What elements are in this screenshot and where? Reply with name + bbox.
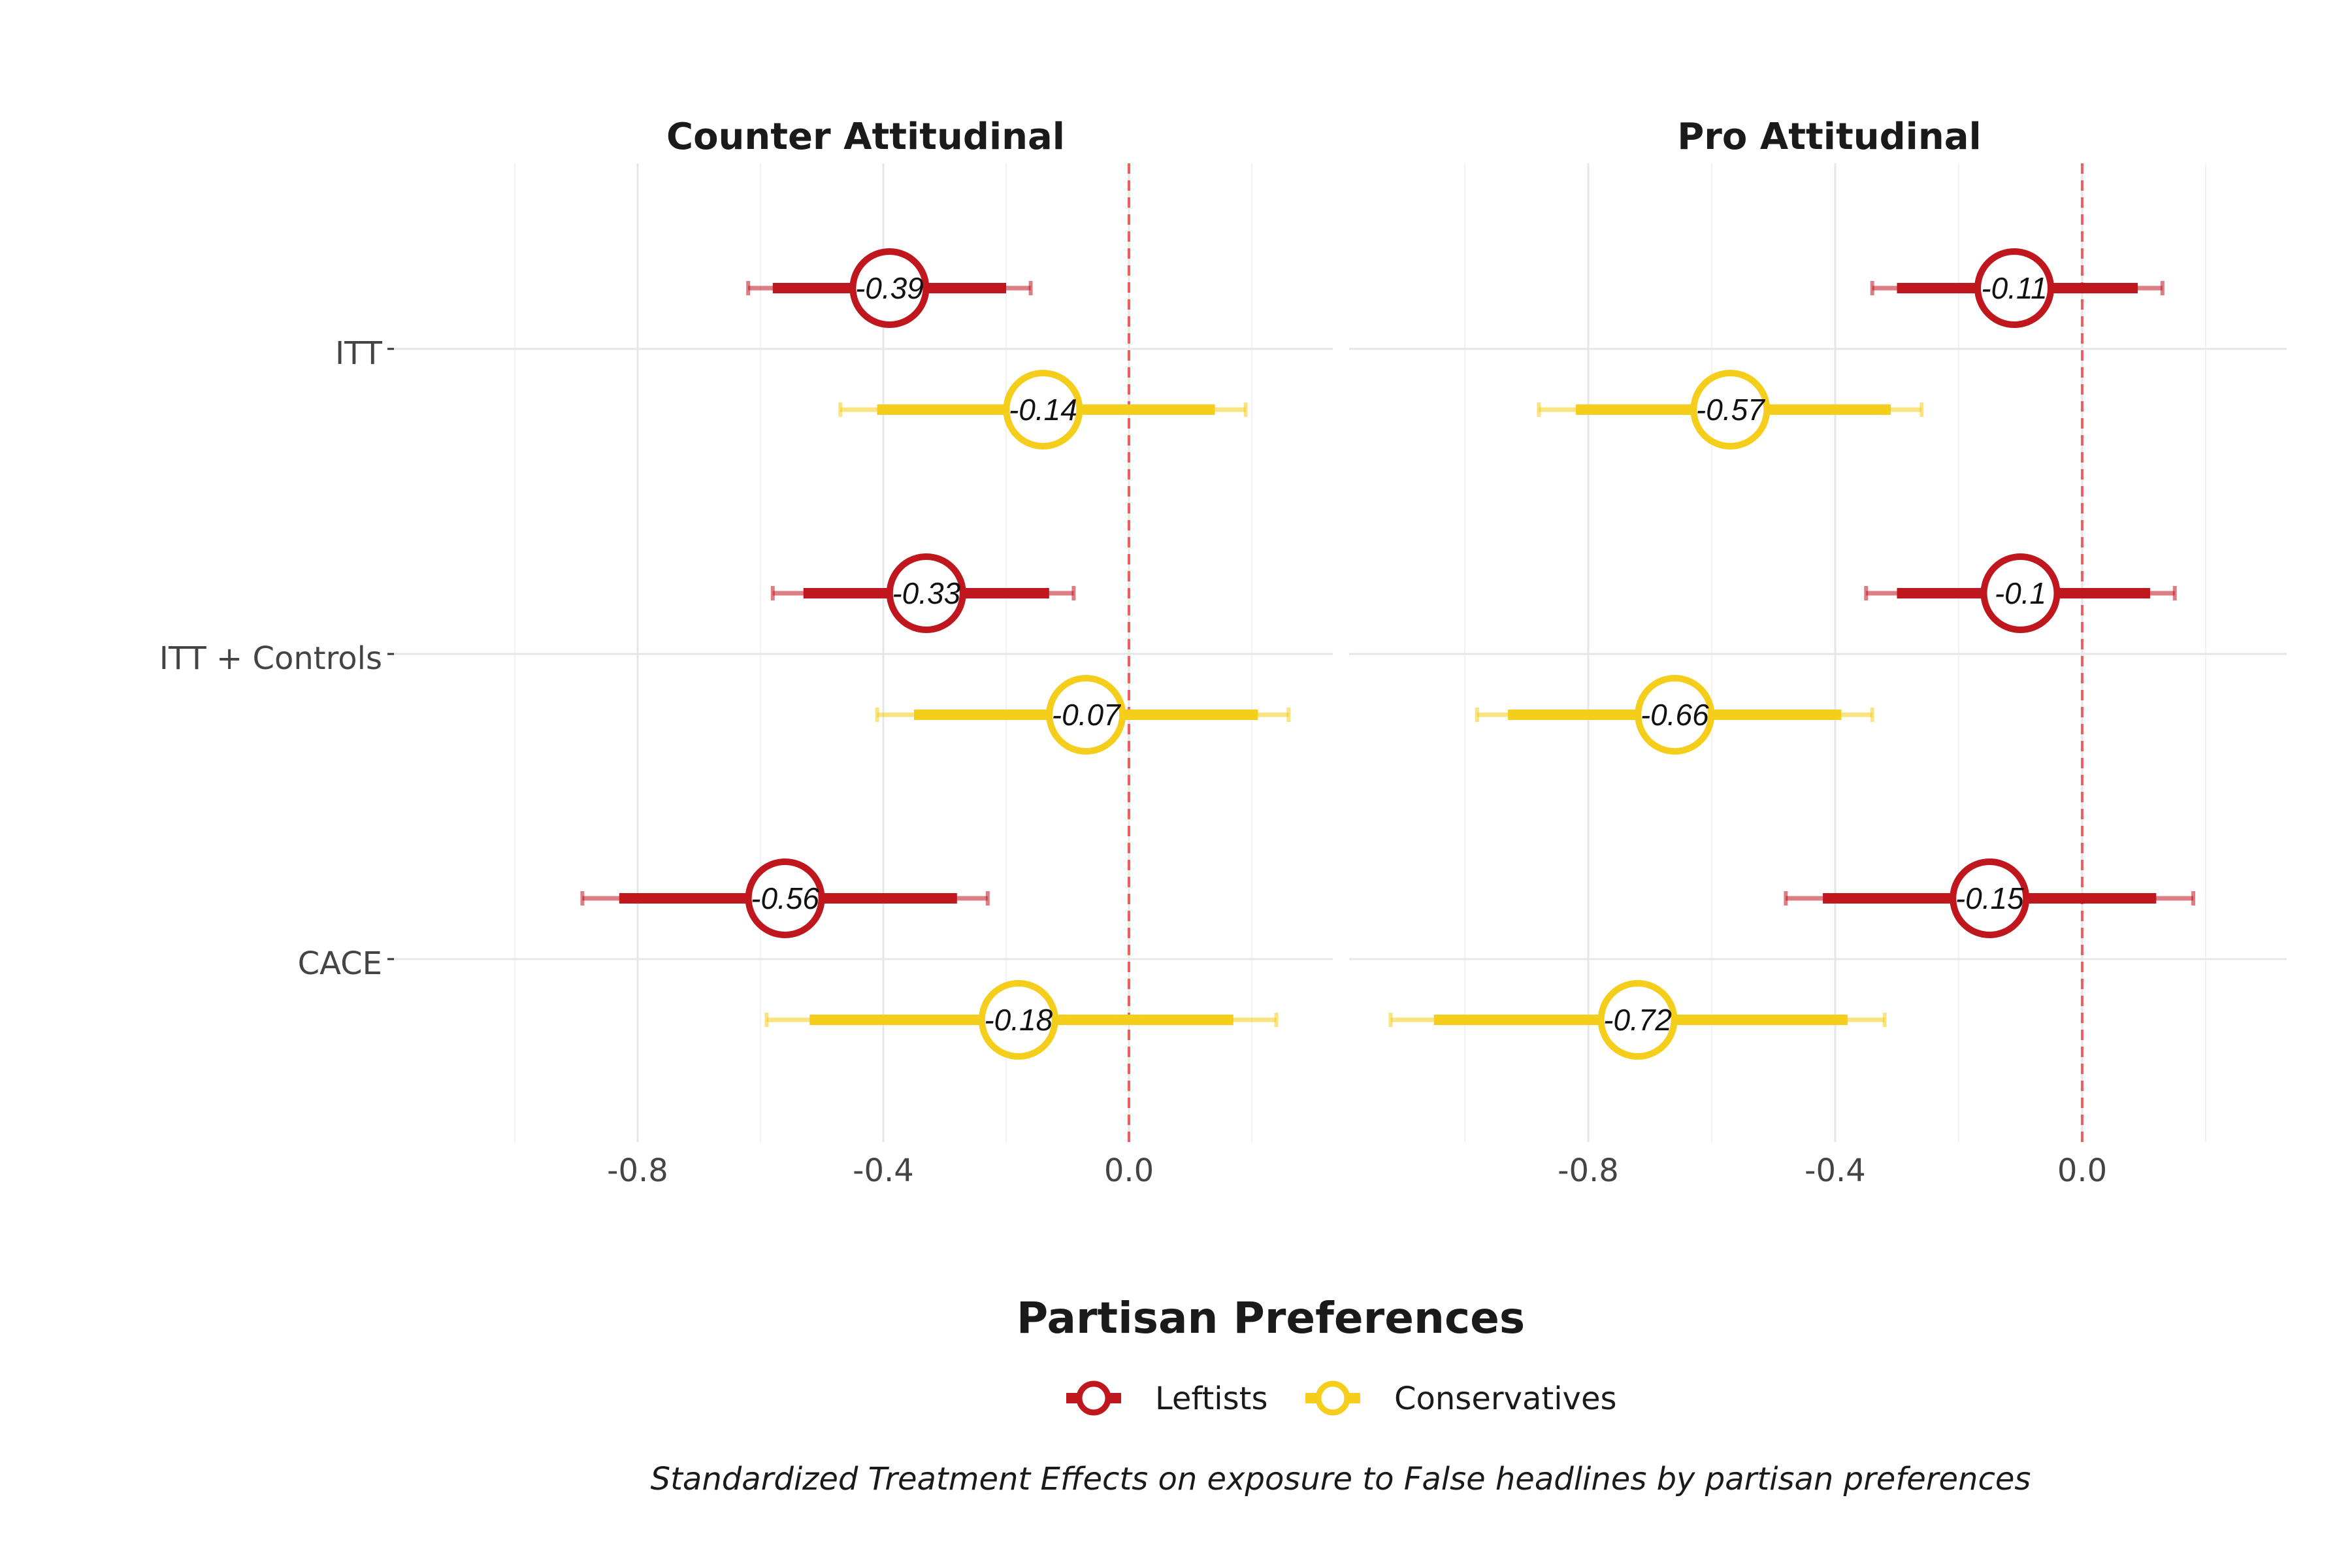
x-tick-label-pro-attitudinal: 0.0 [2057, 1152, 2107, 1189]
data-label-leftists-counter-attitudinal-cace: -0.56 [751, 881, 819, 915]
chart-caption: Standardized Treatment Effects on exposu… [651, 1461, 2031, 1497]
y-axis: ITT ITT + Controls CACE [159, 335, 394, 982]
y-tick-label-cace: CACE [298, 945, 382, 982]
point-estimate-leftists-counter-attitudinal-cace [745, 858, 825, 938]
data-label-conservatives-pro-attitudinal-itt: -0.57 [1696, 393, 1765, 427]
legend-title: Partisan Preferences [1017, 1293, 1525, 1343]
x-tick-label-counter-attitudinal: -0.8 [607, 1152, 668, 1189]
point-estimate-leftists-pro-attitudinal-itt-controls [1980, 553, 2061, 633]
data-label-conservatives-pro-attitudinal-cace: -0.72 [1603, 1003, 1672, 1037]
x-tick-label-counter-attitudinal: 0.0 [1104, 1152, 1154, 1189]
data-label-leftists-pro-attitudinal-itt-controls: -0.1 [1995, 576, 2046, 610]
legend: Leftists Conservatives [1066, 1380, 1617, 1417]
legend-label-leftists: Leftists [1155, 1380, 1267, 1417]
x-axis: -0.8 -0.4 0.0 -0.8 -0.4 0.0 [607, 1152, 2107, 1189]
data-marks: -0.39 -0.33 -0.56 -0.11 -0.1 -0.15 -0.14 -0.07 -… [580, 248, 2196, 1060]
panel-title-pro: Pro Attitudinal [1677, 116, 1981, 158]
reference-lines [1128, 163, 2083, 1142]
y-tick-label-itt: ITT [335, 335, 383, 372]
y-tick-label-itt-controls: ITT + Controls [159, 640, 382, 677]
point-estimate-leftists-counter-attitudinal-itt-controls [886, 553, 966, 633]
panel-title-counter: Counter Attitudinal [666, 116, 1065, 158]
data-label-conservatives-counter-attitudinal-itt: -0.14 [1009, 393, 1077, 427]
legend-key-circle-conservatives [1315, 1380, 1350, 1416]
data-label-conservatives-pro-attitudinal-itt-controls: -0.66 [1641, 698, 1709, 732]
point-estimate-leftists-pro-attitudinal-cace [1950, 858, 2030, 938]
point-estimate-conservatives-counter-attitudinal-itt-controls [1046, 675, 1126, 755]
data-label-leftists-pro-attitudinal-itt: -0.11 [1981, 271, 2047, 305]
data-label-conservatives-counter-attitudinal-cace: -0.18 [984, 1003, 1053, 1037]
point-estimate-leftists-counter-attitudinal-itt [849, 248, 930, 328]
point-estimate-conservatives-counter-attitudinal-itt [1003, 370, 1083, 449]
point-estimate-leftists-pro-attitudinal-itt [1974, 248, 2055, 328]
data-label-leftists-pro-attitudinal-cace: -0.15 [1955, 881, 2024, 915]
point-estimate-conservatives-pro-attitudinal-itt-controls [1635, 675, 1715, 755]
legend-label-conservatives: Conservatives [1394, 1380, 1617, 1417]
data-label-leftists-counter-attitudinal-itt-controls: -0.33 [892, 576, 960, 610]
legend-key-circle-leftists [1076, 1380, 1111, 1416]
x-tick-label-pro-attitudinal: -0.8 [1558, 1152, 1619, 1189]
data-label-leftists-counter-attitudinal-itt: -0.39 [855, 271, 924, 305]
data-label-conservatives-counter-attitudinal-itt-controls: -0.07 [1052, 698, 1121, 732]
point-estimate-conservatives-counter-attitudinal-cace [978, 980, 1058, 1060]
x-tick-label-pro-attitudinal: -0.4 [1805, 1152, 1866, 1189]
point-estimate-conservatives-pro-attitudinal-itt [1690, 370, 1771, 449]
x-tick-label-counter-attitudinal: -0.4 [853, 1152, 914, 1189]
point-estimate-conservatives-pro-attitudinal-cace [1597, 980, 1678, 1060]
